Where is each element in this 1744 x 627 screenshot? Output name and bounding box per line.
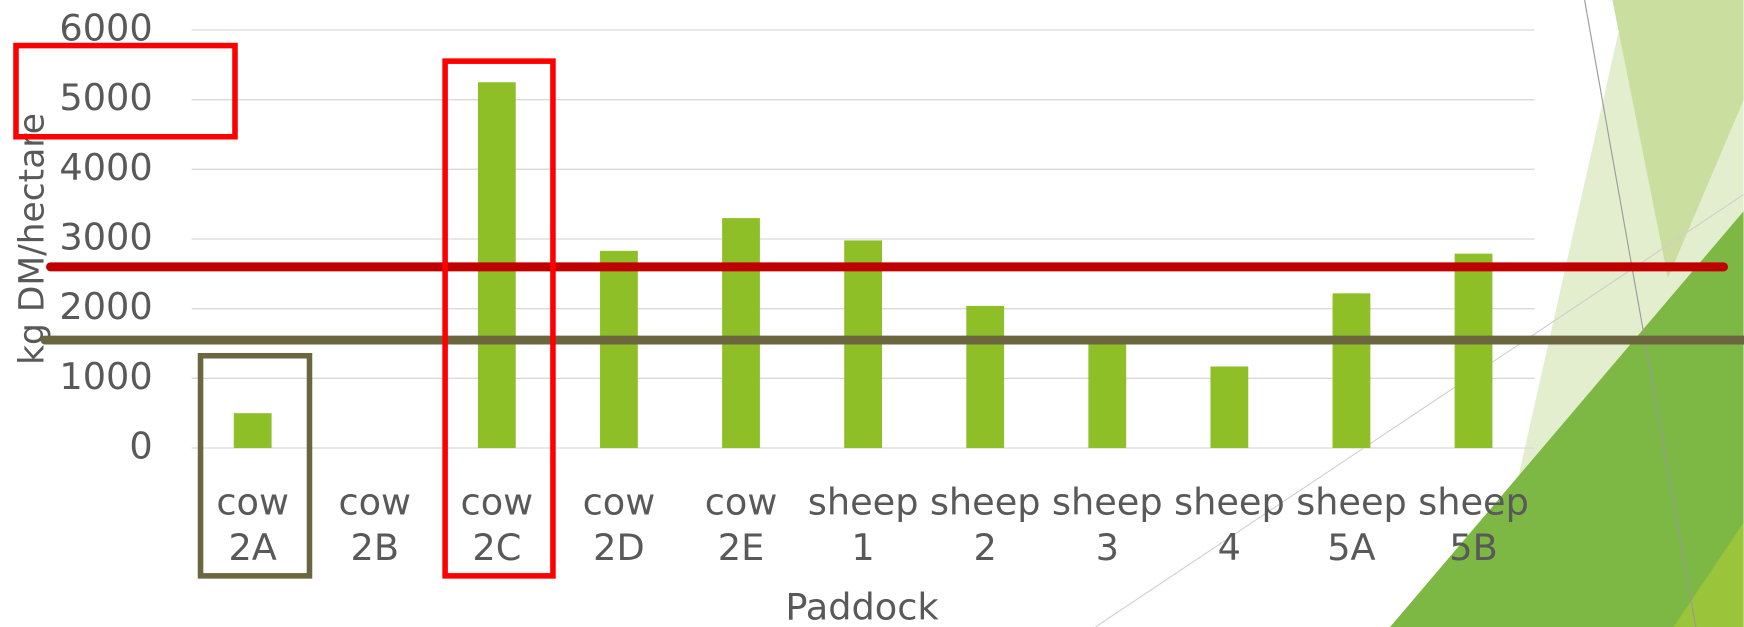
bar — [600, 250, 638, 449]
x-tick-label: cow 2C — [461, 480, 534, 569]
x-tick-label-line: 2A — [228, 526, 276, 569]
highlight-box — [197, 352, 313, 579]
x-tick-label-line: 5A — [1327, 526, 1375, 569]
x-axis-title: Paddock — [785, 586, 939, 627]
x-tick-label-line: 2 — [974, 526, 997, 569]
background-line — [1584, 0, 1697, 627]
y-tick-label: 0 — [129, 425, 152, 468]
y-tick-label: 6000 — [59, 7, 152, 50]
x-tick-label-line: 3 — [1096, 526, 1119, 569]
highlight-box — [442, 58, 556, 579]
x-tick-label-line: 2D — [593, 526, 645, 569]
x-tick-label-line: sheep — [1052, 480, 1163, 523]
bar — [1332, 293, 1371, 449]
x-tick-label-line: cow — [461, 480, 534, 523]
background-shape — [1612, 0, 1744, 278]
x-tick-label: sheep 3 — [1052, 480, 1163, 569]
bar — [966, 305, 1005, 449]
x-tick-label: cow 2A — [216, 480, 289, 569]
background-decoration — [1095, 0, 1744, 627]
x-tick-label-line: sheep — [930, 480, 1041, 523]
x-tick-label: cow 2E — [705, 480, 778, 569]
x-tick-label-line: 1 — [851, 526, 874, 569]
x-tick-label: sheep 5A — [1296, 480, 1407, 569]
x-tick-label-line: 2C — [472, 526, 521, 569]
x-tick-label-line: 5B — [1449, 526, 1498, 569]
bar — [233, 413, 272, 449]
background-shape — [1390, 211, 1744, 627]
y-tick-label: 2000 — [59, 285, 152, 328]
bar — [1088, 339, 1127, 449]
x-tick-label-line: sheep — [1418, 480, 1529, 523]
x-tick-label-line: cow — [583, 480, 656, 523]
x-tick-label: sheep 5B — [1418, 480, 1529, 569]
x-tick-label-line: sheep — [1174, 480, 1285, 523]
x-tick-label-line: 2E — [718, 526, 765, 569]
x-tick-label-line: sheep — [808, 480, 919, 523]
x-tick-label: cow 2B — [338, 480, 411, 569]
y-tick-label: 3000 — [59, 216, 152, 259]
bar — [1454, 253, 1493, 449]
x-tick-label: sheep 2 — [930, 480, 1041, 569]
y-tick-label: 4000 — [59, 146, 152, 189]
reference-lines — [40, 262, 1744, 345]
bar — [1210, 366, 1249, 449]
bar — [722, 218, 760, 449]
x-tick-label: sheep 1 — [808, 480, 919, 569]
y-tick-label: 1000 — [59, 355, 152, 398]
x-tick-label-line: 2B — [351, 526, 400, 569]
y-tick-label: 5000 — [59, 76, 152, 119]
highlight-box — [13, 42, 238, 140]
y-axis-title: kg DM/hectare — [12, 113, 52, 365]
x-tick-label-line: cow — [338, 480, 411, 523]
x-tick-label: cow 2D — [583, 480, 656, 569]
x-tick-label-line: cow — [216, 480, 289, 523]
x-tick-label: sheep 4 — [1174, 480, 1285, 569]
x-tick-label-line: sheep — [1296, 480, 1407, 523]
x-tick-label-line: cow — [705, 480, 778, 523]
x-tick-label-line: 4 — [1218, 526, 1241, 569]
